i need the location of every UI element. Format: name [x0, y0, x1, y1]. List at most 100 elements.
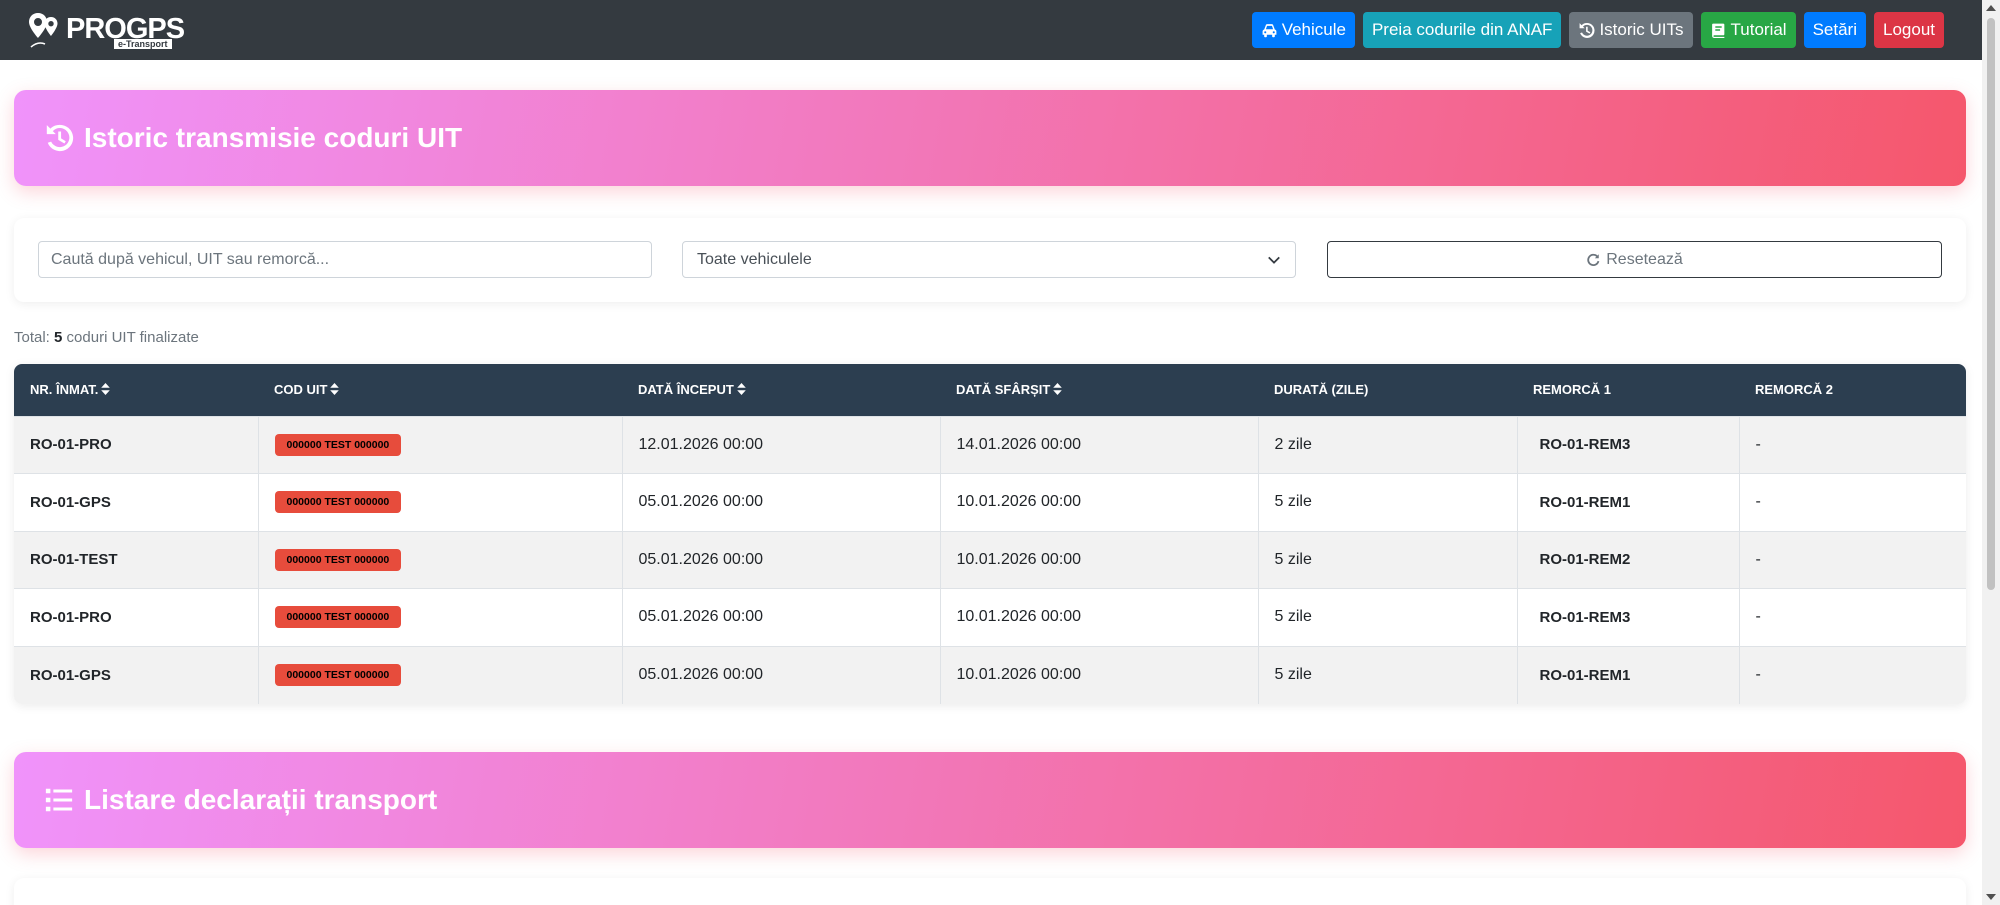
- uit-cell: 000000 TEST 000000: [257, 473, 622, 531]
- plate-cell: RO-01-PRO: [14, 588, 258, 646]
- column-uit-code-label: COD UIT: [274, 382, 328, 398]
- column-end-date[interactable]: DATĂ SFÂRȘIT: [940, 364, 1258, 416]
- uit-badge: 000000 TEST 000000: [274, 664, 402, 686]
- column-trailer-2-label: REMORCĂ 2: [1755, 382, 1834, 398]
- search-input[interactable]: [38, 241, 652, 278]
- sort-icon: [1053, 383, 1063, 396]
- settings-button-label: Setări: [1812, 20, 1857, 39]
- filter-card: Toate vehiculele Resetează: [14, 218, 1966, 302]
- trailer-2-cell: -: [1738, 530, 1966, 589]
- settings-button[interactable]: Setări: [1803, 12, 1866, 48]
- history-icon: [46, 124, 74, 152]
- tutorial-button[interactable]: Tutorial: [1700, 12, 1796, 48]
- transport-declarations-banner: Listare declarații transport: [14, 752, 1966, 848]
- plate-cell: RO-01-TEST: [14, 530, 258, 589]
- logout-button-label: Logout: [1883, 20, 1935, 39]
- uit-history-table: NR. ÎNMAT. COD UIT DATĂ ÎNCEPUT DATĂ SFÂ…: [14, 364, 1966, 704]
- chevron-down-icon: [1268, 256, 1280, 264]
- list-icon: [45, 788, 73, 812]
- declarations-card: [14, 878, 1966, 905]
- table-row: RO-01-GPS 000000 TEST 000000 05.01.2026 …: [14, 645, 1966, 704]
- vehicle-select[interactable]: Toate vehiculele: [682, 241, 1296, 278]
- end-date-cell: 10.01.2026 00:00: [939, 588, 1258, 646]
- reset-button-label: Resetează: [1606, 250, 1683, 268]
- column-trailer-2: REMORCĂ 2: [1739, 364, 1966, 416]
- trailer-2-cell: -: [1738, 645, 1966, 704]
- scroll-up-arrow-icon[interactable]: [1986, 5, 1996, 11]
- duration-cell: 5 zile: [1257, 530, 1517, 589]
- end-date-cell: 10.01.2026 00:00: [939, 645, 1258, 704]
- vehicles-button[interactable]: Vehicule: [1251, 12, 1355, 48]
- table-row: RO-01-PRO 000000 TEST 000000 12.01.2026 …: [14, 415, 1966, 474]
- uit-cell: 000000 TEST 000000: [257, 645, 622, 704]
- sort-icon: [737, 383, 746, 396]
- scroll-down-arrow-icon[interactable]: [1986, 894, 1996, 900]
- refresh-icon: [1587, 253, 1600, 267]
- scroll-thumb[interactable]: [1987, 18, 1995, 590]
- uit-history-banner: Istoric transmisie coduri UIT: [14, 90, 1966, 186]
- trailer-1-cell: RO-01-REM3: [1516, 588, 1739, 646]
- uit-cell: 000000 TEST 000000: [257, 415, 622, 474]
- book-icon: [1711, 23, 1724, 38]
- fetch-anaf-codes-button[interactable]: Preia codurile din ANAF: [1362, 12, 1562, 48]
- car-icon: [1262, 23, 1277, 37]
- column-uit-code[interactable]: COD UIT: [258, 364, 622, 416]
- total-prefix: Total:: [14, 329, 50, 346]
- plate-cell: RO-01-PRO: [14, 415, 258, 474]
- column-duration-label: DURATĂ (ZILE): [1274, 382, 1369, 398]
- vehicle-select-value: Toate vehiculele: [697, 250, 812, 268]
- trailer-2-cell: -: [1738, 473, 1966, 531]
- trailer-1-cell: RO-01-REM2: [1516, 530, 1739, 589]
- plate-cell: RO-01-GPS: [14, 473, 258, 531]
- transport-declarations-title: Listare declarații transport: [84, 784, 438, 815]
- trailer-2-cell: -: [1738, 415, 1966, 474]
- uit-history-button[interactable]: Istoric UITs: [1569, 12, 1693, 48]
- location-pin-icon: [29, 13, 58, 48]
- table-row: RO-01-TEST 000000 TEST 000000 05.01.2026…: [14, 530, 1966, 589]
- reset-button[interactable]: Resetează: [1327, 241, 1942, 278]
- plate-cell: RO-01-GPS: [14, 645, 258, 704]
- start-date-cell: 12.01.2026 00:00: [621, 415, 940, 474]
- trailer-1-cell: RO-01-REM1: [1516, 473, 1739, 531]
- uit-cell: 000000 TEST 000000: [257, 530, 622, 589]
- navbar: PROGPS e-Transport Vehicule Preia coduri…: [0, 0, 1982, 60]
- start-date-cell: 05.01.2026 00:00: [621, 473, 940, 531]
- brand-logo[interactable]: PROGPS e-Transport: [28, 11, 188, 51]
- logout-button[interactable]: Logout: [1874, 12, 1944, 48]
- uit-badge: 000000 TEST 000000: [274, 606, 402, 629]
- end-date-cell: 14.01.2026 00:00: [939, 415, 1258, 474]
- history-icon: [1580, 22, 1595, 38]
- uit-cell: 000000 TEST 000000: [257, 588, 622, 646]
- total-count: Total: 5 coduri UIT finalizate: [14, 329, 199, 346]
- column-trailer-1: REMORCĂ 1: [1517, 364, 1739, 416]
- end-date-cell: 10.01.2026 00:00: [939, 530, 1258, 589]
- trailer-2-cell: -: [1738, 588, 1966, 646]
- end-date-cell: 10.01.2026 00:00: [939, 473, 1258, 531]
- duration-cell: 5 zile: [1257, 473, 1517, 531]
- sort-icon: [101, 383, 111, 396]
- column-plate[interactable]: NR. ÎNMAT.: [14, 364, 258, 416]
- page-scrollbar[interactable]: [1982, 0, 2000, 905]
- start-date-cell: 05.01.2026 00:00: [621, 530, 940, 589]
- uit-badge: 000000 TEST 000000: [274, 433, 402, 456]
- vehicles-button-label: Vehicule: [1281, 20, 1346, 39]
- uit-history-title: Istoric transmisie coduri UIT: [84, 122, 463, 153]
- table-row: RO-01-PRO 000000 TEST 000000 05.01.2026 …: [14, 588, 1966, 646]
- sort-icon: [330, 383, 340, 396]
- duration-cell: 5 zile: [1257, 645, 1517, 704]
- trailer-1-cell: RO-01-REM3: [1516, 415, 1739, 474]
- duration-cell: 5 zile: [1257, 588, 1517, 646]
- column-trailer-1-label: REMORCĂ 1: [1533, 382, 1612, 398]
- uit-badge: 000000 TEST 000000: [274, 548, 402, 571]
- column-start-date[interactable]: DATĂ ÎNCEPUT: [622, 364, 940, 416]
- total-number: 5: [54, 329, 63, 346]
- start-date-cell: 05.01.2026 00:00: [621, 645, 940, 704]
- tutorial-button-label: Tutorial: [1730, 20, 1787, 39]
- table-header-row: NR. ÎNMAT. COD UIT DATĂ ÎNCEPUT DATĂ SFÂ…: [14, 364, 1966, 416]
- brand-subtitle: e-Transport: [114, 39, 172, 49]
- nav-buttons: Vehicule Preia codurile din ANAF Istoric…: [1251, 12, 1944, 48]
- total-suffix: coduri UIT finalizate: [66, 329, 199, 346]
- start-date-cell: 05.01.2026 00:00: [621, 588, 940, 646]
- column-start-date-label: DATĂ ÎNCEPUT: [638, 382, 734, 398]
- uit-history-label: Istoric UITs: [1599, 20, 1684, 39]
